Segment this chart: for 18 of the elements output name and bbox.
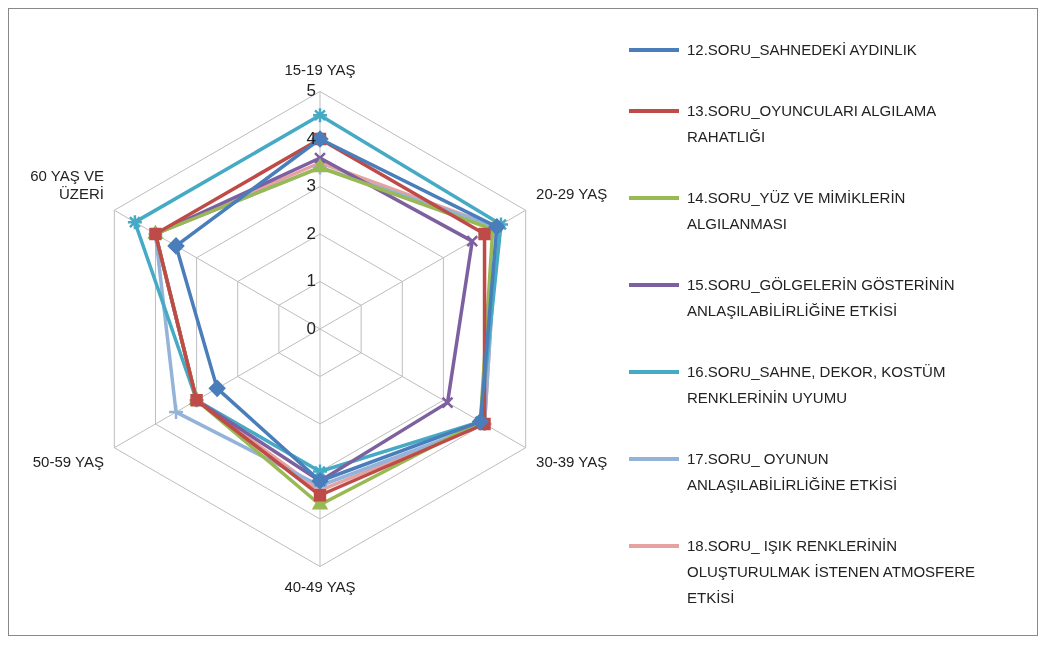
legend-label: 17.SORU_ OYUNUN ANLAŞILABİLİRLİĞİNE ETKİSİ <box>687 449 899 496</box>
y-tick-label: 3 <box>306 176 316 196</box>
spoke-label: 60 YAŞ VE ÜZERİ <box>30 167 104 203</box>
legend-label: 18.SORU_ IŞIK RENKLERİNİN OLUŞTURULMAK İSTENEN ATMOSFERE ETKİSİ <box>687 536 977 609</box>
legend-label: 13.SORU_OYUNCULARI ALGILAMA RAHATLIĞI <box>687 100 937 147</box>
legend-label: 15.SORU_GÖLGELERİN GÖSTERİNİN ANLAŞILABİLİRLİĞİNE ETKİSİ <box>687 275 956 321</box>
legend-label: 12.SORU_SAHNEDEKİ AYDINLIK <box>687 39 918 60</box>
spoke-label: 20-29 YAŞ <box>536 185 608 203</box>
y-tick-label: 2 <box>306 223 316 243</box>
spoke-label: 40-49 YAŞ <box>284 577 356 595</box>
y-tick-label: 1 <box>306 271 316 291</box>
legend-label: 14.SORU_YÜZ VE MİMİKLERİN ALGILANMASI <box>687 187 907 234</box>
y-tick-label: 5 <box>306 81 316 101</box>
legend-label: 16.SORU_SAHNE, DEKOR, KOSTÜM RENKLERİNİN UYUMU <box>687 362 947 409</box>
spoke-label: 30-39 YAŞ <box>536 452 608 470</box>
y-tick-label: 0 <box>306 318 316 338</box>
spoke-label: 15-19 YAŞ <box>284 60 356 78</box>
spoke-label: 50-59 YAŞ <box>32 452 104 470</box>
